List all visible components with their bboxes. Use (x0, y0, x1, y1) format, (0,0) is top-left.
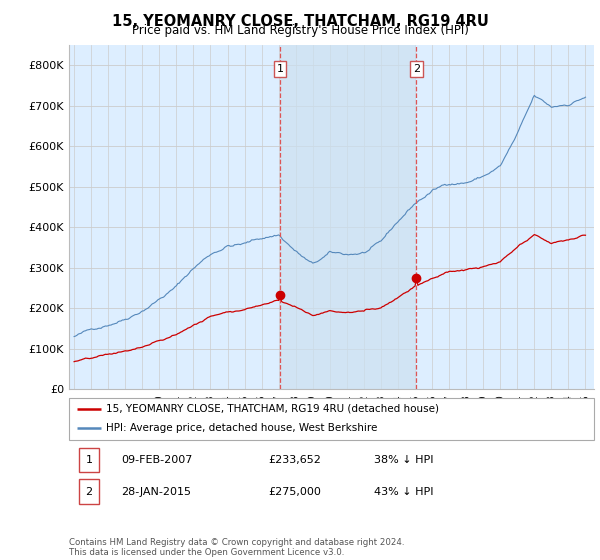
Text: 2: 2 (413, 64, 420, 74)
Bar (79, 479, 99, 504)
Text: 09-FEB-2007: 09-FEB-2007 (121, 455, 193, 465)
Text: HPI: Average price, detached house, West Berkshire: HPI: Average price, detached house, West… (106, 423, 377, 433)
Text: 43% ↓ HPI: 43% ↓ HPI (373, 487, 433, 497)
Text: Contains HM Land Registry data © Crown copyright and database right 2024.
This d: Contains HM Land Registry data © Crown c… (69, 538, 404, 557)
Text: 1: 1 (85, 455, 92, 465)
Bar (280, 45, 416, 389)
Text: 2: 2 (85, 487, 92, 497)
Text: Price paid vs. HM Land Registry's House Price Index (HPI): Price paid vs. HM Land Registry's House … (131, 24, 469, 37)
Bar (79, 448, 99, 472)
Text: 15, YEOMANRY CLOSE, THATCHAM, RG19 4RU (detached house): 15, YEOMANRY CLOSE, THATCHAM, RG19 4RU (… (106, 404, 439, 414)
Text: 38% ↓ HPI: 38% ↓ HPI (373, 455, 433, 465)
Text: £233,652: £233,652 (269, 455, 322, 465)
Text: £275,000: £275,000 (269, 487, 322, 497)
Text: 28-JAN-2015: 28-JAN-2015 (121, 487, 191, 497)
Text: 1: 1 (277, 64, 284, 74)
Text: 15, YEOMANRY CLOSE, THATCHAM, RG19 4RU: 15, YEOMANRY CLOSE, THATCHAM, RG19 4RU (112, 14, 488, 29)
